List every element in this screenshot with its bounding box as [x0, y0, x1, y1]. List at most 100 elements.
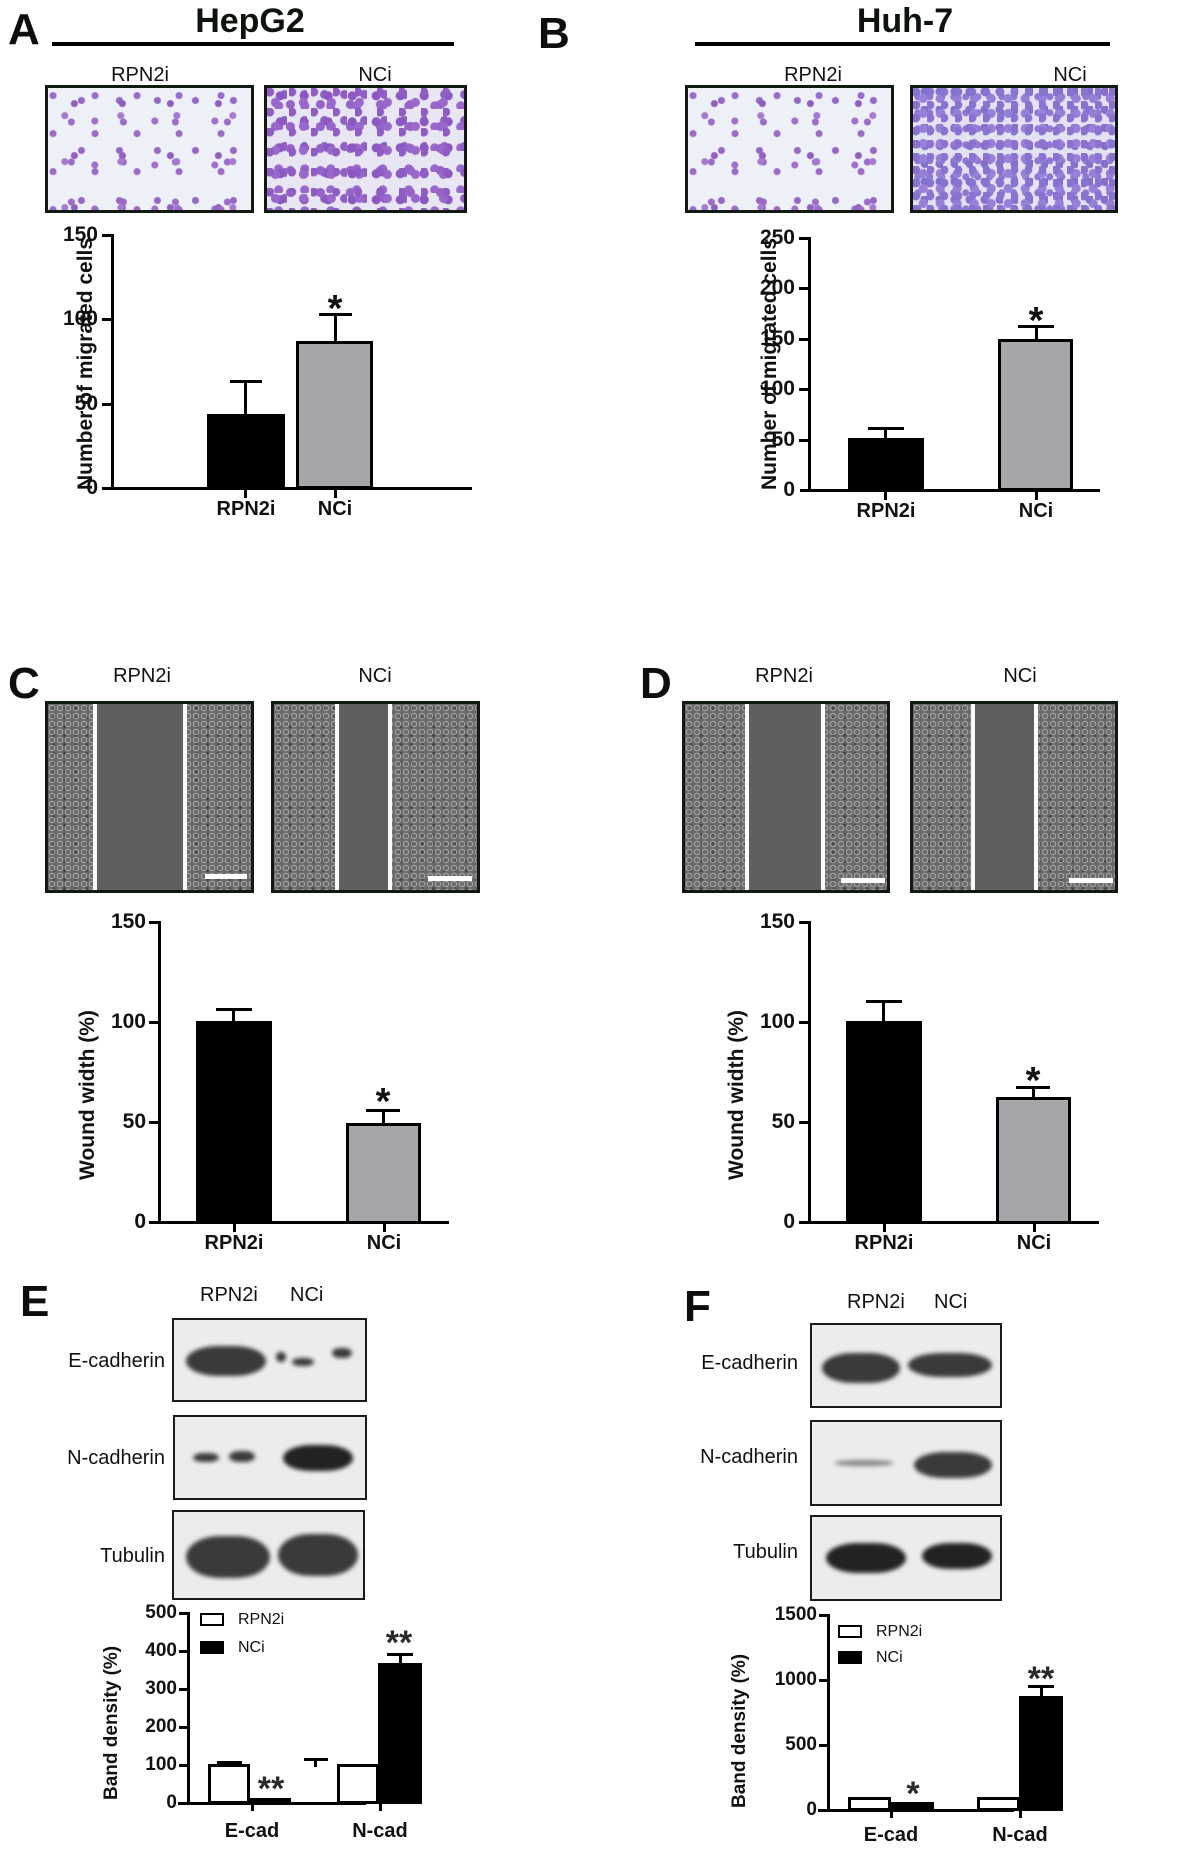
wound-image-rpn2i — [682, 701, 890, 893]
significance-marker: * — [1028, 300, 1044, 342]
x-category-label: NCi — [1018, 500, 1054, 522]
error-cap — [1016, 1086, 1050, 1089]
legend-swatch-rpn2i — [838, 1625, 862, 1638]
lane-label-nci: NCi — [934, 1291, 968, 1313]
y-tick — [102, 403, 112, 406]
x-category-label: NCi — [317, 498, 353, 520]
y-tick — [799, 338, 809, 341]
error-bar — [1035, 326, 1038, 342]
y-tick — [819, 1744, 828, 1747]
significance-marker: * — [327, 288, 343, 330]
western-blot-tubulin — [172, 1510, 365, 1600]
bar-ncad-nci — [1019, 1696, 1063, 1811]
wound-gap — [96, 704, 186, 890]
panel-letter-c: C — [8, 659, 40, 708]
bar-rpn2i — [207, 414, 285, 489]
bar-rpn2i — [848, 438, 924, 491]
x-category-label: E-cad — [224, 1820, 280, 1842]
bar-rpn2i — [196, 1021, 272, 1224]
image-label-nci: NCi — [1003, 665, 1037, 687]
bar-nci — [346, 1123, 421, 1224]
wound-edge-line — [1034, 704, 1038, 890]
y-axis — [158, 921, 161, 1224]
x-tick — [1019, 1811, 1022, 1818]
y-tick-label: 0 — [783, 478, 795, 501]
blot-label-e-cadherin: E-cadherin — [68, 1350, 165, 1372]
error-bar — [399, 1654, 402, 1664]
y-tick-label: 100 — [759, 377, 795, 400]
bar-ncad-rpn2i — [337, 1764, 379, 1804]
y-axis — [827, 1614, 830, 1812]
y-axis-title: Wound width (%) — [725, 1010, 748, 1180]
western-blot-tubulin — [810, 1515, 1002, 1601]
blot-label-e-cadherin: E-cadherin — [701, 1352, 798, 1374]
y-tick-label: 0 — [134, 1210, 146, 1233]
x-tick — [383, 1223, 386, 1232]
x-axis — [149, 1221, 449, 1224]
panel-letter-d: D — [640, 659, 672, 708]
bar-rpn2i — [846, 1021, 922, 1224]
panel-letter-f: F — [684, 1282, 711, 1331]
y-tick — [799, 388, 809, 391]
title-rule — [52, 42, 454, 46]
y-tick-label: 50 — [74, 392, 98, 415]
y-axis — [187, 1612, 190, 1805]
bar-ecad-rpn2i — [848, 1797, 891, 1811]
x-tick — [379, 1804, 382, 1811]
title-rule — [695, 42, 1110, 46]
image-label-rpn2i: RPN2i — [755, 665, 813, 687]
y-tick-label: 1000 — [774, 1669, 817, 1690]
error-bar — [244, 381, 247, 415]
y-axis — [111, 234, 114, 490]
blot-label-n-cadherin: N-cadherin — [700, 1446, 798, 1468]
band — [914, 1452, 992, 1478]
y-axis-title: Wound width (%) — [76, 1010, 99, 1180]
y-tick-label: 100 — [110, 1010, 146, 1033]
error-cap — [217, 1761, 242, 1764]
significance-marker: ** — [257, 1770, 285, 1808]
legend-swatch-nci — [838, 1651, 862, 1664]
bar-ecad-nci — [249, 1798, 291, 1804]
band — [278, 1534, 358, 1576]
error-cap — [304, 1758, 328, 1761]
bar-nci — [996, 1097, 1071, 1224]
y-tick — [799, 921, 809, 924]
y-tick-label: 0 — [806, 1799, 817, 1820]
y-axis — [808, 921, 811, 1224]
x-tick — [1035, 491, 1038, 500]
y-tick — [799, 1121, 809, 1124]
y-tick — [149, 1121, 159, 1124]
bar-nci — [296, 341, 373, 489]
bar-ncad-rpn2i — [977, 1797, 1020, 1811]
y-tick-label: 300 — [145, 1678, 177, 1699]
y-tick — [149, 921, 159, 924]
error-bar — [382, 1110, 385, 1126]
significance-marker: * — [375, 1081, 391, 1123]
x-tick — [244, 489, 247, 498]
wound-gap — [749, 704, 825, 890]
wound-image-nci — [271, 701, 480, 893]
significance-marker: ** — [385, 1624, 413, 1662]
bar-ecad-nci — [890, 1802, 934, 1811]
image-label-rpn2i: RPN2i — [784, 64, 842, 86]
band — [826, 1543, 906, 1573]
wound-gap — [975, 704, 1037, 890]
transwell-image-nci — [910, 85, 1118, 213]
x-tick — [890, 1811, 893, 1818]
y-tick-label: 150 — [759, 327, 795, 350]
x-tick — [251, 1804, 254, 1811]
y-tick-label: 0 — [86, 476, 98, 499]
error-bar — [1032, 1087, 1035, 1099]
y-tick — [179, 1688, 188, 1691]
y-tick — [819, 1614, 828, 1617]
blot-label-n-cadherin: N-cadherin — [67, 1447, 165, 1469]
y-tick-label: 200 — [145, 1716, 177, 1737]
lane-label-nci: NCi — [290, 1284, 324, 1306]
blot-label-tubulin: Tubulin — [100, 1545, 165, 1567]
wound-gap — [339, 704, 391, 890]
y-tick-label: 50 — [771, 1110, 795, 1133]
wound-edge-line — [821, 704, 825, 890]
y-tick — [179, 1650, 188, 1653]
scale-bar — [428, 876, 472, 881]
y-tick-label: 50 — [771, 428, 795, 451]
